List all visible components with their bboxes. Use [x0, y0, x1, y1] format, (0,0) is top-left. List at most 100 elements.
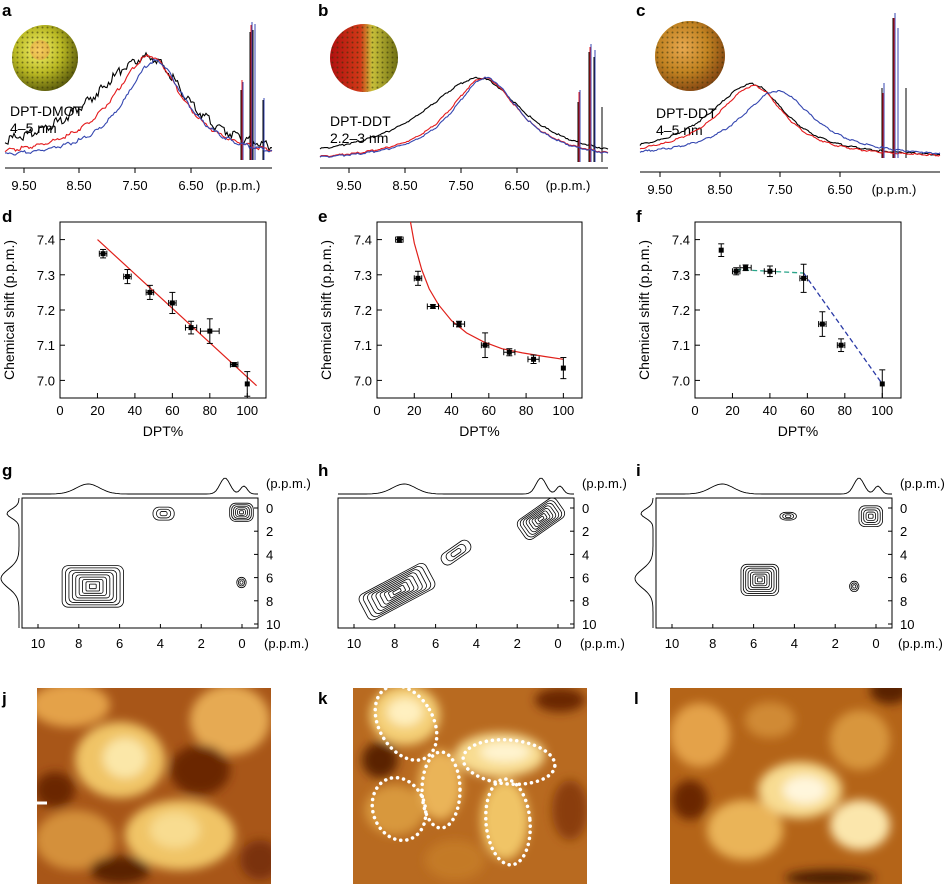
panel-d: d 0 20 40 60 80 100 7.0 7.1 7.2 7.3 7.4 DPT% Chemica… [1, 207, 267, 439]
y-tick-label: 6 [582, 571, 589, 586]
x-unit-label: (p.p.m.) [264, 636, 309, 651]
contour-line [757, 577, 763, 583]
x-tick-label: 4 [157, 636, 164, 651]
y-tick-label: 7.4 [37, 233, 55, 248]
side-projection [0, 497, 20, 628]
data-point [527, 354, 540, 365]
fit-segment [803, 272, 883, 385]
afm-image-l [670, 688, 902, 884]
nanoparticle-image-b [330, 24, 398, 92]
label-b-line1: DPT-DDT [330, 113, 391, 129]
x-tick-label: 40 [128, 403, 142, 418]
contour-line [850, 582, 858, 591]
contour-line [868, 513, 874, 519]
y-tick-label: 10 [582, 617, 596, 632]
contour-line [156, 508, 172, 519]
ticks-a: 9.50 8.50 7.50 6.50 (p.p.m.) [11, 168, 260, 193]
x-axis-label: DPT% [143, 423, 183, 439]
contour-line [865, 511, 876, 521]
point-marker [415, 275, 421, 281]
fit-line [409, 221, 564, 360]
contour-line [860, 507, 881, 525]
x-tick-label: 4 [473, 636, 480, 651]
y-axis-label: Chemical shift (p.p.m.) [1, 240, 17, 380]
point-marker [124, 274, 130, 280]
y-tick-label: 4 [582, 547, 589, 562]
contour-line [236, 576, 247, 589]
y-tick-label: 7.1 [672, 338, 690, 353]
tick-label: 9.50 [647, 182, 672, 197]
contour-line [782, 513, 795, 520]
tick-label: 8.50 [707, 182, 732, 197]
contour-line [750, 571, 770, 589]
contour-line [522, 502, 560, 535]
contour-line [392, 588, 402, 596]
contour-line [752, 573, 768, 587]
point-marker [147, 289, 153, 295]
tick-label: 8.50 [392, 178, 417, 193]
x-tick-label: 2 [832, 636, 839, 651]
x-tick-label: 0 [691, 403, 698, 418]
point-marker [207, 328, 213, 334]
contour-line [82, 579, 104, 594]
panel-g: g 10 8 6 4 2 0 (p.p.m.) 0 2 4 6 8 10 (p.p.m.) [0, 461, 311, 651]
y-tick-label: 7.4 [672, 233, 690, 248]
y-axis-label: Chemical shift (p.p.m.) [318, 240, 334, 380]
contour-line [78, 576, 107, 597]
panel-b: b DPT-DDT 2.2–3 nm 9.50 8.50 7.50 6.50 (p.p.… [318, 1, 609, 193]
x-tick-label: 6 [432, 636, 439, 651]
spectrum-c [639, 13, 941, 158]
x-tick-label: 20 [725, 403, 739, 418]
tick-label: 6.50 [178, 178, 203, 193]
x-tick-label: 2 [198, 636, 205, 651]
y-tick-label: 7.3 [37, 268, 55, 283]
data-point [395, 236, 404, 243]
y-tick-label: 2 [266, 524, 273, 539]
data-point [184, 320, 198, 335]
point-marker [718, 247, 724, 253]
point-marker [231, 362, 237, 368]
unit-label: (p.p.m.) [872, 182, 917, 197]
unit-label: (p.p.m.) [546, 178, 591, 193]
y-tick-label: 8 [582, 594, 589, 609]
unit-label: (p.p.m.) [216, 178, 261, 193]
panel-letter-c: c [636, 1, 645, 20]
point-marker [560, 365, 566, 371]
y-tick-label: 2 [900, 524, 907, 539]
data-point [503, 348, 516, 357]
spectrum-trace [639, 84, 941, 157]
contour-line [75, 574, 111, 599]
contour-line [534, 513, 548, 525]
x-tick-label: 60 [482, 403, 496, 418]
y-tick-label: 6 [900, 571, 907, 586]
panel-letter-g: g [2, 461, 12, 480]
contour-line [235, 507, 248, 518]
panel-j: j [1, 688, 271, 884]
afm-image-k [353, 688, 587, 884]
data-point [413, 270, 423, 286]
x-tick-label: 80 [203, 403, 217, 418]
nmr-frame [655, 497, 893, 629]
panel-letter-d: d [2, 207, 12, 226]
y-unit-label: (p.p.m.) [582, 476, 627, 491]
panel-letter-h: h [318, 461, 328, 480]
data-point [836, 338, 846, 353]
x-tick-label: 40 [444, 403, 458, 418]
panel-c: c DPT-DDT 4–5 nm 9.50 8.50 7.50 6.50 (p.p.m.… [636, 1, 941, 197]
top-projection [22, 477, 258, 495]
spectrum-b [319, 44, 609, 162]
x-tick-label: 0 [373, 403, 380, 418]
point-marker [188, 325, 194, 331]
point-marker [169, 300, 175, 306]
point-marker [100, 251, 106, 257]
contour-line [237, 508, 246, 516]
x-tick-label: 0 [238, 636, 245, 651]
x-tick-label: 0 [872, 636, 879, 651]
x-unit-label: (p.p.m.) [580, 636, 625, 651]
contour-line [858, 505, 883, 527]
point-marker [879, 381, 885, 387]
x-tick-label: 2 [514, 636, 521, 651]
y-tick-label: 2 [582, 524, 589, 539]
plot-frame [694, 221, 902, 399]
